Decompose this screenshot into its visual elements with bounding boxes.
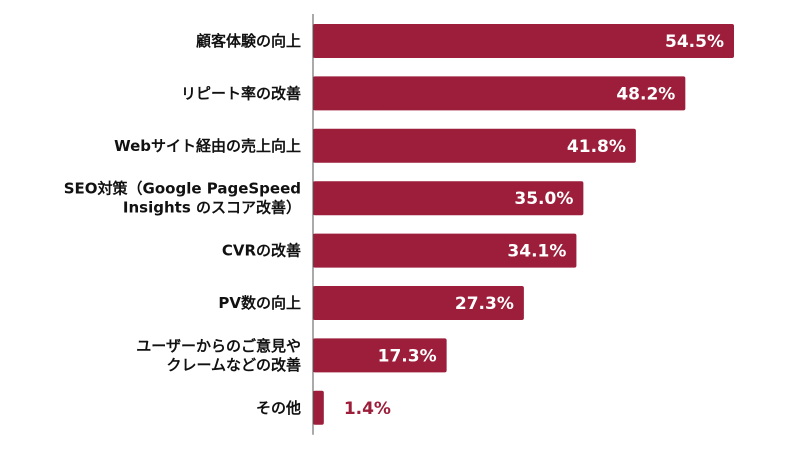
- bar-2: [313, 128, 636, 163]
- bar-3: [313, 181, 584, 216]
- category-label-2: Webサイト経由の売上向上: [114, 137, 301, 155]
- category-label-line: クレームなどの改善: [166, 356, 301, 374]
- category-label-line: リピート率の改善: [181, 84, 301, 102]
- value-label-6: 17.3%: [378, 346, 437, 366]
- category-label-4: CVRの改善: [222, 242, 301, 260]
- category-label-line: ユーザーからのご意見や: [136, 337, 301, 355]
- value-label-7: 1.4%: [344, 399, 391, 419]
- value-label-4: 34.1%: [507, 242, 566, 262]
- category-label-6: ユーザーからのご意見やクレームなどの改善: [136, 337, 301, 374]
- bars-group: [313, 24, 734, 425]
- value-labels-group: 54.5% 48.2% 41.8% 35.0% 34.1% 27.3% 17.3% 1.4%: [344, 32, 724, 419]
- category-label-line: 顧客体験の向上: [196, 32, 301, 50]
- category-label-line: SEO対策（Google PageSpeed: [64, 180, 301, 198]
- category-label-3: SEO対策（Google PageSpeed Insights のスコア改善）: [64, 180, 301, 217]
- category-label-1: リピート率の改善: [181, 84, 301, 102]
- bar-5: [313, 286, 524, 320]
- category-label-line: CVRの改善: [222, 242, 301, 260]
- value-label-3: 35.0%: [514, 189, 573, 209]
- bar-7: [313, 390, 324, 425]
- bar-1: [313, 76, 686, 111]
- value-label-5: 27.3%: [455, 294, 514, 314]
- value-label-1: 48.2%: [616, 84, 675, 104]
- value-label-2: 41.8%: [567, 137, 626, 157]
- category-label-0: 顧客体験の向上: [196, 32, 301, 50]
- category-label-5: PV数の向上: [218, 294, 301, 312]
- bar-6: [313, 338, 447, 373]
- value-label-0: 54.5%: [665, 32, 724, 52]
- bar-4: [313, 233, 577, 268]
- category-label-7: その他: [256, 399, 301, 417]
- category-label-line: Webサイト経由の売上向上: [114, 137, 301, 155]
- category-label-line: その他: [256, 399, 301, 417]
- category-label-line: Insights のスコア改善）: [123, 199, 301, 217]
- bar-0: [313, 24, 734, 58]
- category-label-line: PV数の向上: [218, 294, 301, 312]
